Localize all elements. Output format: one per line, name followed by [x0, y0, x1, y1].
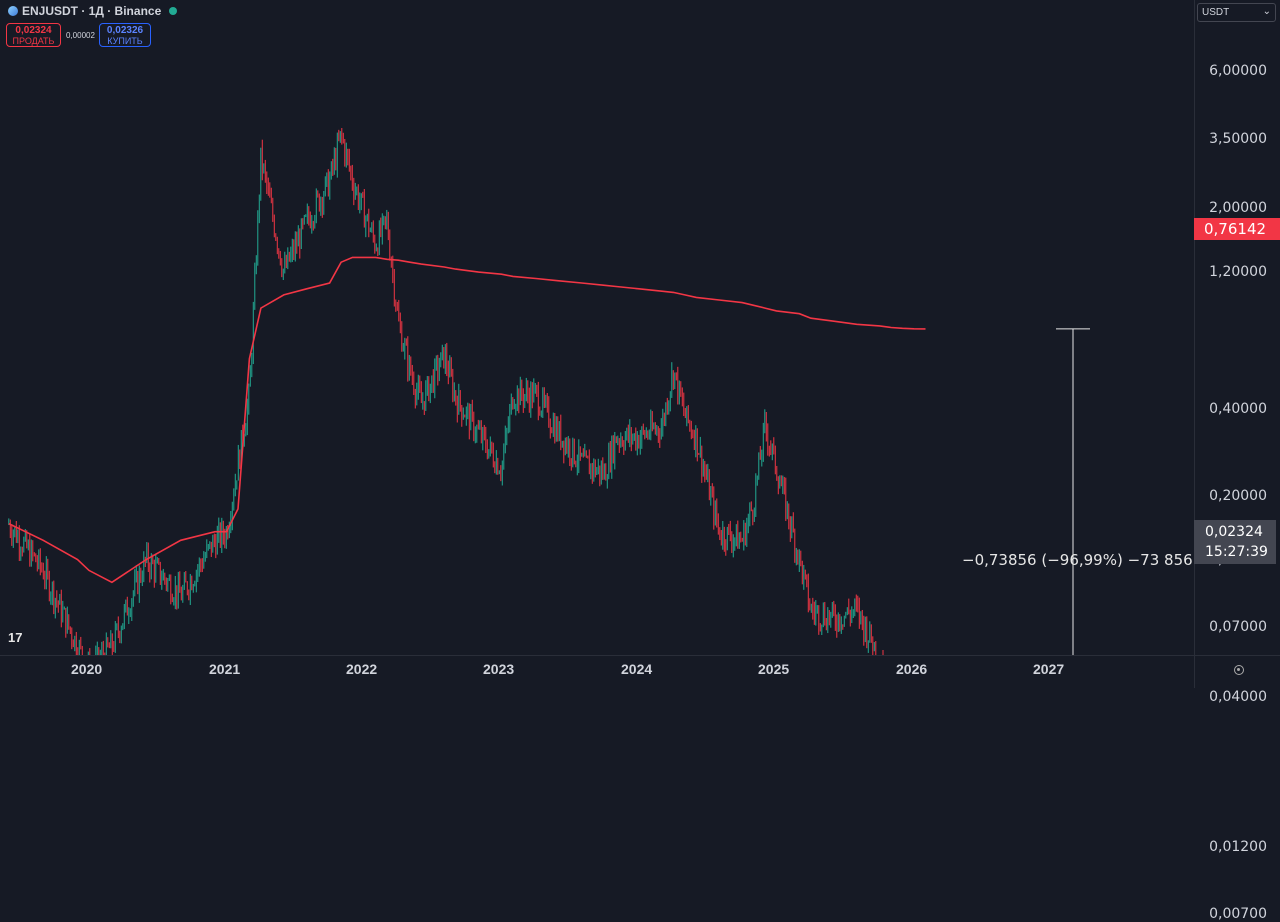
time-tick-label: 2026 — [896, 661, 928, 677]
settings-icon[interactable] — [1234, 665, 1244, 675]
scale-settings-corner[interactable] — [1194, 655, 1280, 688]
time-tick-label: 2027 — [1033, 661, 1065, 677]
price-tick-label: 3,50000 — [1209, 130, 1267, 147]
time-tick-label: 2024 — [621, 661, 653, 677]
symbol-legend[interactable]: ENJUSDT · 1Д · Binance — [8, 4, 178, 18]
sell-price: 0,02324 — [15, 25, 52, 36]
price-tick-label: 0,40000 — [1209, 401, 1267, 418]
price-tick-label: 2,00000 — [1209, 200, 1267, 217]
time-tick-label: 2020 — [71, 661, 103, 677]
ema-line[interactable] — [8, 256, 926, 584]
price-chart[interactable] — [0, 0, 1194, 655]
symbol-title: ENJUSDT · 1Д · Binance — [22, 4, 162, 18]
sell-label: ПРОДАТЬ — [12, 36, 55, 46]
buy-price: 0,02326 — [106, 25, 144, 36]
currency-value: USDT — [1202, 7, 1230, 18]
time-tick-label: 2021 — [209, 661, 241, 677]
price-tick-label: 0,07000 — [1209, 618, 1267, 635]
ema-price-badge: 0,76142 — [1194, 218, 1280, 240]
time-scale[interactable]: 2020 2021 2022 2023 2024 2025 2026 2027 — [0, 655, 1194, 688]
price-tick-label: 6,00000 — [1209, 63, 1267, 80]
price-tick-label: 0,01200 — [1209, 838, 1267, 855]
chevron-down-icon: ⌄ — [1262, 6, 1271, 17]
currency-select[interactable]: USDT ⌄ — [1197, 3, 1276, 22]
last-price-badge: 0,02324 15:27:39 — [1194, 520, 1276, 564]
sell-button[interactable]: 0,02324 ПРОДАТЬ — [6, 23, 61, 47]
price-tick-label: 0,20000 — [1209, 487, 1267, 504]
time-tick-label: 2022 — [346, 661, 378, 677]
chart-area[interactable]: ENJUSDT · 1Д · Binance 0,02324 ПРОДАТЬ 0… — [0, 0, 1194, 655]
price-tick-label: 0,00700 — [1209, 906, 1267, 922]
time-tick-label: 2023 — [483, 661, 515, 677]
price-tick-label: 0,04000 — [1209, 688, 1267, 705]
price-tick-label: 1,20000 — [1209, 264, 1267, 281]
time-tick-label: 2025 — [758, 661, 790, 677]
buy-label: КУПИТЬ — [107, 36, 143, 46]
last-price: 0,02324 — [1205, 524, 1263, 540]
market-open-icon — [169, 7, 178, 15]
measure-readout: −0,73856 (−96,99%) −73 856 — [962, 551, 1193, 569]
buy-button[interactable]: 0,02326 КУПИТЬ — [99, 23, 151, 47]
spread-value: 0,00002 — [66, 31, 95, 40]
tradingview-logo[interactable]: 17 — [8, 630, 23, 645]
enj-coin-icon — [8, 6, 18, 16]
bar-countdown: 15:27:39 — [1205, 544, 1268, 560]
